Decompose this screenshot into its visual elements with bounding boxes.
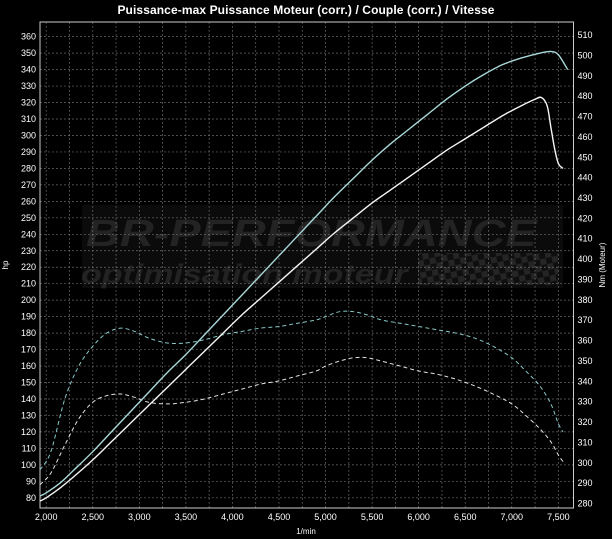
svg-text:350: 350 xyxy=(21,48,36,58)
svg-text:480: 480 xyxy=(578,91,593,101)
svg-text:500: 500 xyxy=(578,50,593,60)
svg-text:280: 280 xyxy=(578,499,593,509)
svg-text:220: 220 xyxy=(21,262,36,272)
svg-text:450: 450 xyxy=(578,152,593,162)
svg-text:290: 290 xyxy=(578,478,593,488)
svg-text:330: 330 xyxy=(21,81,36,91)
svg-text:410: 410 xyxy=(578,234,593,244)
svg-text:7,500: 7,500 xyxy=(547,512,570,522)
svg-text:320: 320 xyxy=(578,417,593,427)
svg-text:1/min: 1/min xyxy=(296,527,316,536)
svg-text:170: 170 xyxy=(21,345,36,355)
svg-text:260: 260 xyxy=(21,196,36,206)
svg-text:6,500: 6,500 xyxy=(454,512,477,522)
svg-text:280: 280 xyxy=(21,163,36,173)
svg-text:160: 160 xyxy=(21,361,36,371)
svg-text:250: 250 xyxy=(21,213,36,223)
svg-text:130: 130 xyxy=(21,410,36,420)
svg-text:370: 370 xyxy=(578,315,593,325)
svg-text:310: 310 xyxy=(21,114,36,124)
svg-text:240: 240 xyxy=(21,229,36,239)
svg-text:4,000: 4,000 xyxy=(221,512,244,522)
svg-text:320: 320 xyxy=(21,98,36,108)
svg-text:230: 230 xyxy=(21,246,36,256)
svg-text:3,500: 3,500 xyxy=(175,512,198,522)
svg-text:140: 140 xyxy=(21,394,36,404)
svg-text:430: 430 xyxy=(578,193,593,203)
svg-text:200: 200 xyxy=(21,295,36,305)
svg-text:5,000: 5,000 xyxy=(314,512,337,522)
svg-text:380: 380 xyxy=(578,295,593,305)
svg-text:100: 100 xyxy=(21,460,36,470)
svg-text:400: 400 xyxy=(578,254,593,264)
svg-text:90: 90 xyxy=(26,476,36,486)
svg-text:120: 120 xyxy=(21,427,36,437)
svg-text:490: 490 xyxy=(578,71,593,81)
svg-text:110: 110 xyxy=(22,443,36,453)
svg-text:440: 440 xyxy=(578,173,593,183)
svg-text:150: 150 xyxy=(21,378,36,388)
svg-text:510: 510 xyxy=(578,30,593,40)
svg-text:7,000: 7,000 xyxy=(501,512,524,522)
svg-text:330: 330 xyxy=(578,397,593,407)
svg-text:310: 310 xyxy=(578,437,593,447)
svg-text:470: 470 xyxy=(578,112,593,122)
svg-text:360: 360 xyxy=(21,32,36,42)
svg-text:300: 300 xyxy=(21,130,36,140)
svg-text:6,000: 6,000 xyxy=(407,512,430,522)
svg-text:340: 340 xyxy=(578,376,593,386)
svg-text:3,000: 3,000 xyxy=(128,512,151,522)
svg-text:420: 420 xyxy=(578,213,593,223)
svg-text:80: 80 xyxy=(26,493,36,503)
svg-text:290: 290 xyxy=(21,147,36,157)
svg-text:360: 360 xyxy=(578,336,593,346)
svg-text:300: 300 xyxy=(578,458,593,468)
svg-text:350: 350 xyxy=(578,356,593,366)
svg-text:2,000: 2,000 xyxy=(35,512,58,522)
svg-text:270: 270 xyxy=(21,180,36,190)
svg-text:5,500: 5,500 xyxy=(361,512,384,522)
svg-text:210: 210 xyxy=(21,279,36,289)
svg-text:180: 180 xyxy=(21,328,36,338)
svg-text:340: 340 xyxy=(21,65,36,75)
svg-text:4,500: 4,500 xyxy=(268,512,291,522)
svg-text:390: 390 xyxy=(578,274,593,284)
svg-text:Nm (Moteur): Nm (Moteur) xyxy=(598,242,607,287)
svg-text:460: 460 xyxy=(578,132,593,142)
svg-text:2,500: 2,500 xyxy=(81,512,104,522)
svg-text:190: 190 xyxy=(21,312,36,322)
svg-text:hp: hp xyxy=(1,260,10,269)
